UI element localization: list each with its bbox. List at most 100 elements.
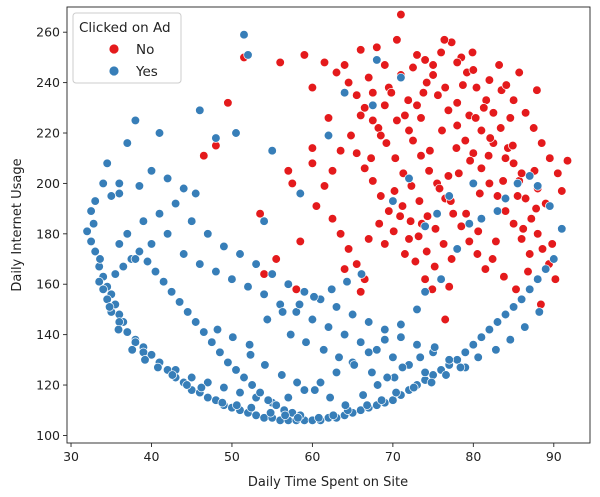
y-tick-label: 180 xyxy=(36,226,60,241)
scatter-point-yes xyxy=(142,256,153,267)
scatter-point-yes xyxy=(140,355,150,365)
scatter-point-yes xyxy=(203,377,213,388)
scatter-point-no xyxy=(360,163,370,173)
y-tick-label: 100 xyxy=(36,428,60,443)
scatter-point-yes xyxy=(179,249,189,259)
scatter-point-yes xyxy=(174,297,185,307)
scatter-point-yes xyxy=(356,269,367,279)
scatter-point-yes xyxy=(170,198,181,209)
scatter-point-no xyxy=(467,47,478,58)
series-yes xyxy=(82,30,567,425)
scatter-point-yes xyxy=(283,279,293,289)
scatter-point-no xyxy=(327,166,338,176)
scatter-point-yes xyxy=(146,166,157,176)
y-tick-label: 140 xyxy=(36,327,60,342)
scatter-point-yes xyxy=(388,196,398,206)
scatter-point-yes xyxy=(260,360,270,370)
scatter-point-no xyxy=(259,269,269,279)
scatter-point-yes xyxy=(468,178,478,189)
scatter-point-yes xyxy=(207,337,217,347)
scatter-point-no xyxy=(428,70,438,80)
plot-frame xyxy=(66,6,591,444)
scatter-point-yes xyxy=(102,158,112,168)
scatter-point-no xyxy=(508,219,519,229)
scatter-point-yes xyxy=(191,188,201,199)
scatter-point-yes xyxy=(364,317,374,327)
scatter-point-yes xyxy=(328,410,338,420)
scatter-point-yes xyxy=(334,352,344,362)
scatter-point-no xyxy=(416,113,426,123)
scatter-point-no xyxy=(364,234,374,244)
scatter-point-yes xyxy=(380,335,390,345)
scatter-point-no xyxy=(416,151,426,161)
scatter-point-yes xyxy=(420,221,430,231)
scatter-point-no xyxy=(422,77,432,88)
scatter-point-no xyxy=(537,138,547,148)
scatter-point-yes xyxy=(391,387,401,398)
scatter-point-yes xyxy=(549,254,559,264)
scatter-point-no xyxy=(368,176,378,186)
scatter-point-yes xyxy=(525,284,535,294)
scatter-point-yes xyxy=(516,294,527,304)
scatter-point-yes xyxy=(301,337,311,347)
scatter-point-yes xyxy=(146,239,157,249)
scatter-point-no xyxy=(364,72,374,83)
scatter-point-no xyxy=(511,284,521,294)
legend-marker-no xyxy=(108,43,120,55)
scatter-point-yes xyxy=(323,130,334,141)
scatter-point-no xyxy=(430,261,440,272)
scatter-point-yes xyxy=(223,357,233,368)
scatter-point-yes xyxy=(331,367,342,378)
scatter-point-yes xyxy=(114,239,124,249)
scatter-point-yes xyxy=(114,188,124,199)
scatter-point-no xyxy=(408,62,418,73)
scatter-point-yes xyxy=(500,309,511,320)
scatter-point-no xyxy=(368,88,378,98)
scatter-point-no xyxy=(395,211,405,221)
scatter-point-no xyxy=(381,138,392,148)
scatter-point-yes xyxy=(415,352,425,362)
scatter-point-no xyxy=(468,65,478,75)
scatter-point-no xyxy=(446,254,457,264)
scatter-point-no xyxy=(500,206,511,216)
scatter-point-yes xyxy=(191,317,201,327)
scatter-point-no xyxy=(275,57,285,68)
scatter-point-yes xyxy=(110,269,120,279)
scatter-point-no xyxy=(437,125,447,136)
scatter-point-yes xyxy=(182,380,192,390)
scatter-point-yes xyxy=(441,370,451,380)
scatter-point-no xyxy=(518,224,528,234)
scatter-point-yes xyxy=(404,173,414,184)
scatter-point-yes xyxy=(167,370,178,380)
scatter-point-no xyxy=(443,171,454,181)
scatter-point-no xyxy=(339,264,350,274)
scatter-point-yes xyxy=(372,345,382,355)
scatter-point-no xyxy=(339,60,350,70)
scatter-point-no xyxy=(440,314,450,325)
scatter-point-no xyxy=(404,125,414,136)
scatter-point-yes xyxy=(286,329,296,340)
scatter-point-yes xyxy=(247,380,257,390)
scatter-point-yes xyxy=(319,345,329,355)
scatter-point-yes xyxy=(203,392,213,403)
scatter-point-yes xyxy=(315,377,326,388)
scatter-point-no xyxy=(508,158,519,168)
scatter-point-no xyxy=(443,105,454,115)
scatter-point-no xyxy=(508,95,519,105)
scatter-point-no xyxy=(529,123,539,133)
scatter-point-no xyxy=(514,67,524,78)
scatter-point-no xyxy=(488,108,499,118)
scatter-point-no xyxy=(404,234,414,244)
scatter-point-yes xyxy=(426,377,437,388)
scatter-point-yes xyxy=(295,188,305,199)
scatter-point-yes xyxy=(134,181,145,191)
scatter-point-yes xyxy=(259,289,269,299)
scatter-point-yes xyxy=(364,347,374,357)
scatter-point-no xyxy=(352,148,362,158)
scatter-point-yes xyxy=(292,377,302,388)
scatter-point-no xyxy=(335,229,346,239)
scatter-point-no xyxy=(335,146,346,156)
scatter-point-no xyxy=(436,47,446,58)
scatter-point-no xyxy=(400,110,410,121)
scatter-point-yes xyxy=(219,382,229,393)
